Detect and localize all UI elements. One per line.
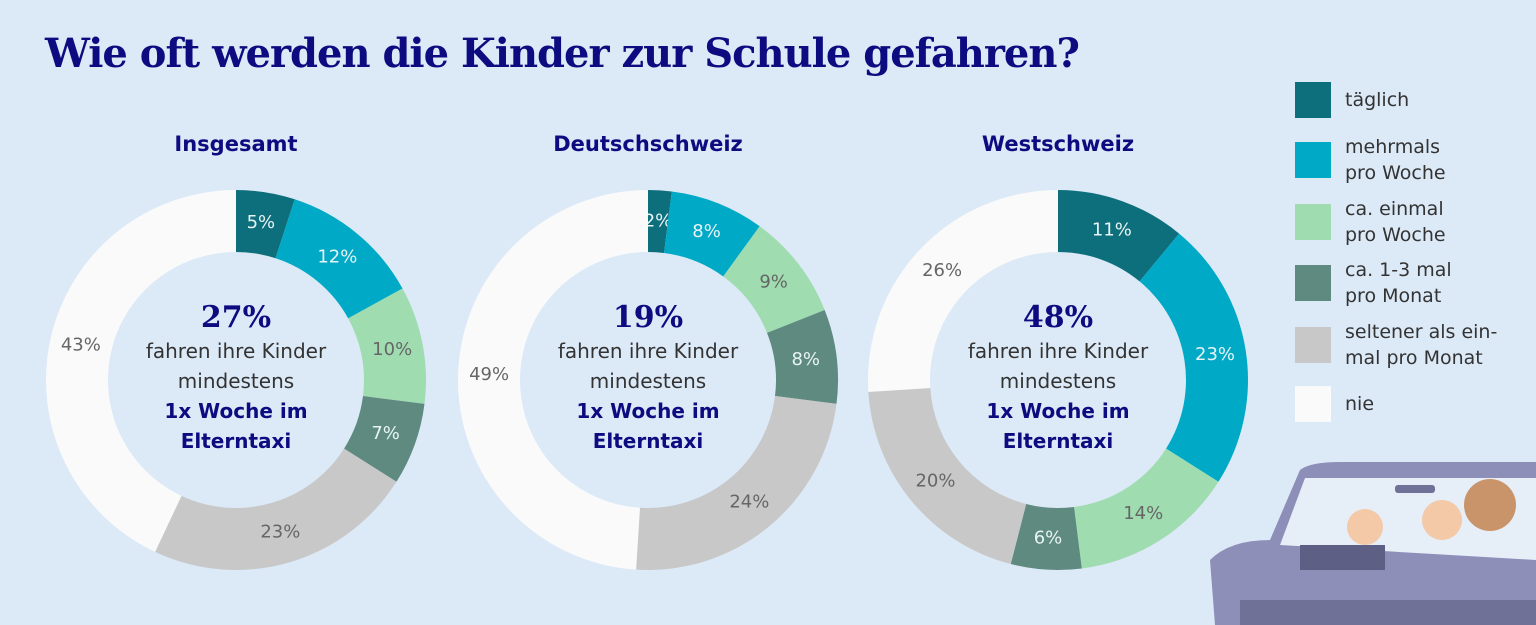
chart-title: Insgesamt	[174, 132, 298, 156]
value-label: 23%	[260, 522, 300, 543]
center-highlight: 27%	[200, 300, 272, 335]
donut-slice	[664, 191, 760, 277]
legend-label: nie	[1345, 393, 1375, 415]
donut-slice	[457, 190, 648, 570]
donut-slice	[723, 226, 825, 333]
center-caption: fahren ihre Kinder mindestens	[557, 339, 739, 393]
legend-swatch	[1295, 204, 1331, 240]
donut-slice	[236, 190, 295, 259]
donut-slice	[767, 310, 838, 404]
legend-swatch	[1295, 142, 1331, 178]
value-label: 8%	[791, 349, 820, 370]
legend-label: mehrmals pro Woche	[1345, 136, 1446, 184]
donut-slice	[1010, 503, 1082, 571]
legend-label: ca. 1-3 mal pro Monat	[1345, 259, 1452, 307]
value-label: 6%	[1034, 528, 1063, 549]
donut-slice	[636, 396, 837, 570]
center-highlight: 19%	[612, 300, 684, 335]
center-caption-bold: 1x Woche im Elterntaxi	[576, 399, 720, 453]
center-caption-bold: 1x Woche im Elterntaxi	[164, 399, 308, 453]
value-label: 20%	[915, 470, 955, 491]
donut-slice	[648, 190, 672, 254]
center-highlight: 48%	[1022, 300, 1094, 335]
legend-label: täglich	[1345, 89, 1410, 111]
donut-slice	[348, 288, 427, 404]
value-label: 7%	[371, 423, 400, 444]
legend-label: ca. einmal pro Woche	[1345, 198, 1446, 246]
value-label: 49%	[469, 364, 509, 385]
value-label: 9%	[759, 272, 788, 293]
value-label: 26%	[922, 260, 962, 281]
donut-slice	[868, 190, 1058, 392]
center-caption: fahren ihre Kinder mindestens	[967, 339, 1149, 393]
donut-slice	[344, 396, 425, 482]
value-label: 8%	[692, 221, 721, 242]
chart-title: Deutschschweiz	[553, 132, 743, 156]
donut-slice	[868, 388, 1027, 565]
value-label: 43%	[61, 334, 101, 355]
donut-slice	[1058, 190, 1180, 282]
value-label: 23%	[1195, 344, 1235, 365]
center-caption-bold: 1x Woche im Elterntaxi	[986, 399, 1130, 453]
legend-label: seltener als ein- mal pro Monat	[1345, 321, 1498, 369]
donut-slice	[1074, 448, 1219, 569]
legend-swatch	[1295, 327, 1331, 363]
page-title: Wie oft werden die Kinder zur Schule gef…	[45, 30, 1080, 77]
value-label: 11%	[1092, 219, 1132, 240]
donut-slice	[155, 448, 397, 570]
donut-slice	[1139, 233, 1248, 482]
value-label: 12%	[317, 246, 357, 267]
donut-slice	[275, 199, 403, 319]
legend-swatch	[1295, 265, 1331, 301]
chart-title: Westschweiz	[981, 132, 1135, 156]
center-caption: fahren ihre Kinder mindestens	[145, 339, 327, 393]
value-label: 5%	[247, 212, 276, 233]
value-label: 10%	[372, 339, 412, 360]
car-illustration	[1210, 462, 1536, 625]
legend-swatch	[1295, 82, 1331, 118]
value-label: 2%	[644, 210, 673, 231]
value-label: 14%	[1123, 503, 1163, 524]
legend-swatch	[1295, 386, 1331, 422]
value-label: 24%	[729, 492, 769, 513]
donut-slice	[46, 190, 236, 552]
